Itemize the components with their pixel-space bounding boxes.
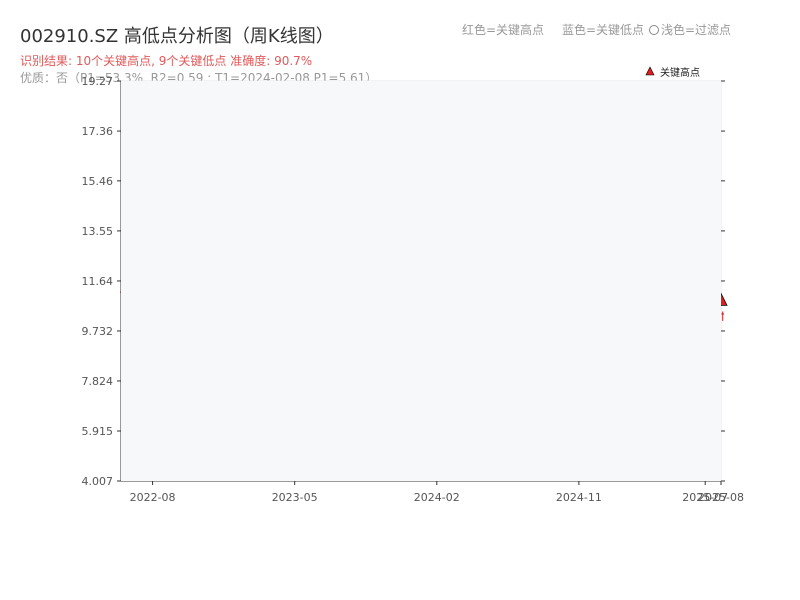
x-tick-label: 2024-02 [414,491,460,504]
x-tick-label: 2023-05 [272,491,318,504]
page-title: 002910.SZ 高低点分析图（周K线图） [20,26,334,47]
top-legend-light: 浅色=过滤点 [649,21,731,38]
y-tick-label: 13.55 [82,225,114,238]
x-tick-label: 2022-08 [130,491,176,504]
y-tick-label: 4.007 [82,475,114,488]
y-tick-label: 11.64 [82,275,114,288]
y-tick-label: 19.27 [82,75,114,88]
result-summary: 识别结果: 10个关键高点, 9个关键低点 准确度: 90.7% [20,54,313,68]
legend-high-icon [645,66,655,76]
x-tick-label: 2025-08 [698,491,744,504]
y-tick-label: 5.915 [82,425,114,438]
top-legend-light-label: 浅色=过滤点 [661,23,732,37]
legend-label: 关键高点 [660,66,700,79]
y-tick-label: 17.36 [82,125,114,138]
circle-icon [649,25,659,35]
y-tick-label: 7.824 [82,375,114,388]
candle-body [721,312,724,315]
axes: 4.007 5.915 7.824 9.732 11.64 13.55 15.46 17.36… [82,75,744,504]
top-legend-blue: 蓝色=关键低点 [562,23,645,37]
y-tick-label: 9.732 [82,325,114,338]
top-legend-red: 红色=关键高点 [462,23,545,37]
x-tick-label: 2025-07 [682,491,728,504]
plot-background [121,81,721,481]
y-tick-label: 15.46 [82,175,114,188]
x-tick-label: 2024-11 [556,491,602,504]
